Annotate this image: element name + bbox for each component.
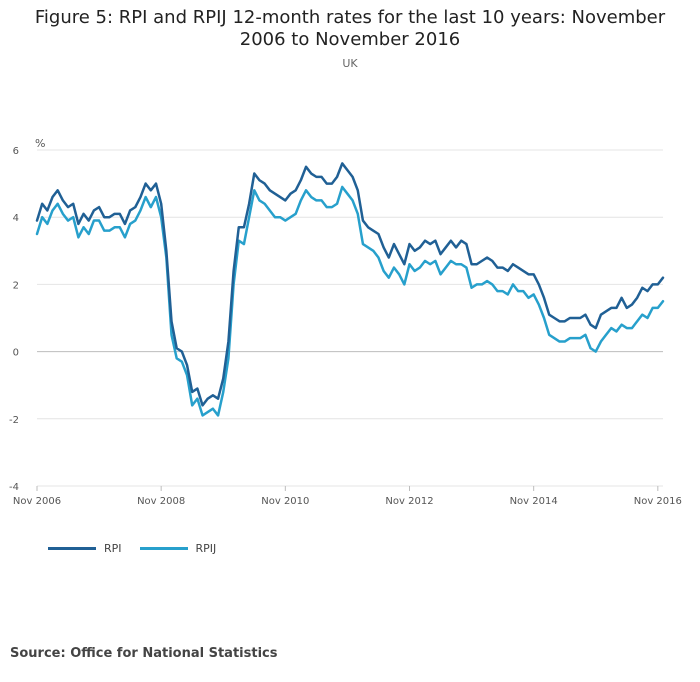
legend-swatch-rpij bbox=[139, 547, 188, 550]
y-tick-label: 6 bbox=[13, 146, 19, 157]
x-axis-ticks: Nov 2006 Nov 2008 Nov 2010 Nov 2012 Nov 2014… bbox=[13, 486, 682, 507]
chart-legend: RPI RPIJ bbox=[48, 542, 234, 555]
x-tick-label: Nov 2012 bbox=[385, 496, 433, 507]
grid-lines bbox=[37, 149, 663, 487]
x-tick-label: Nov 2006 bbox=[13, 496, 61, 507]
line-chart: -4 -2 0 2 4 6 Nov 2006 Nov 2008 Nov 2010 Nov 201… bbox=[9, 137, 682, 507]
y-tick-label: 2 bbox=[13, 280, 19, 291]
legend-label-rpij: RPIJ bbox=[195, 542, 217, 555]
legend-item-rpi[interactable]: RPI bbox=[48, 542, 122, 555]
legend-swatch-rpi bbox=[48, 547, 96, 550]
y-tick-label: -4 bbox=[9, 482, 19, 493]
y-tick-label: 0 bbox=[13, 348, 19, 359]
x-tick-label: Nov 2008 bbox=[137, 496, 185, 507]
series-lines bbox=[35, 162, 665, 417]
y-tick-label: 4 bbox=[13, 213, 19, 224]
source-note: Source: Office for National Statistics bbox=[10, 646, 278, 661]
x-tick-label: Nov 2014 bbox=[510, 496, 558, 507]
legend-item-rpij[interactable]: RPIJ bbox=[139, 542, 217, 555]
series-line-rpi[interactable] bbox=[35, 162, 665, 407]
y-axis-unit-label: % bbox=[35, 137, 45, 150]
legend-label-rpi: RPI bbox=[104, 542, 122, 555]
chart-subtitle: UK bbox=[342, 57, 358, 70]
chart-title: Figure 5: RPI and RPIJ 12-month rates fo… bbox=[34, 7, 666, 50]
y-tick-label: -2 bbox=[9, 415, 19, 426]
y-axis-ticks: -4 -2 0 2 4 6 bbox=[9, 146, 19, 493]
x-tick-label: Nov 2010 bbox=[261, 496, 309, 507]
x-tick-label: Nov 2016 bbox=[634, 496, 682, 507]
series-line-rpij[interactable] bbox=[35, 185, 665, 417]
